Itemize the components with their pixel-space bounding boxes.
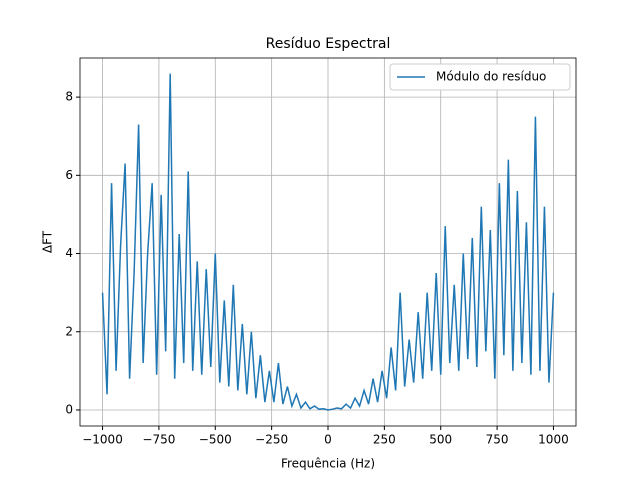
x-tick-label: 750	[486, 433, 509, 447]
x-tick-label: 0	[324, 433, 332, 447]
x-tick-label: 250	[373, 433, 396, 447]
y-tick-label: 8	[65, 90, 73, 104]
legend-label: Módulo do resíduo	[436, 70, 546, 84]
y-tick-label: 6	[65, 168, 73, 182]
y-tick-label: 2	[65, 324, 73, 338]
x-tick-label: 1000	[538, 433, 569, 447]
x-tick-label: 500	[429, 433, 452, 447]
plot-frame	[79, 57, 577, 427]
x-tick-label: −500	[199, 433, 232, 447]
x-tick-label: −1000	[82, 433, 123, 447]
data-line	[101, 73, 555, 411]
x-tick-label: −250	[255, 433, 288, 447]
y-axis-label: ΔFT	[41, 230, 55, 253]
x-tick-label: −750	[142, 433, 175, 447]
chart-title: Resíduo Espectral	[266, 36, 391, 52]
y-tick-label: 4	[65, 246, 73, 260]
x-axis-label: Frequência (Hz)	[281, 457, 375, 471]
legend-box	[389, 63, 571, 91]
y-tick-label: 0	[65, 402, 73, 416]
